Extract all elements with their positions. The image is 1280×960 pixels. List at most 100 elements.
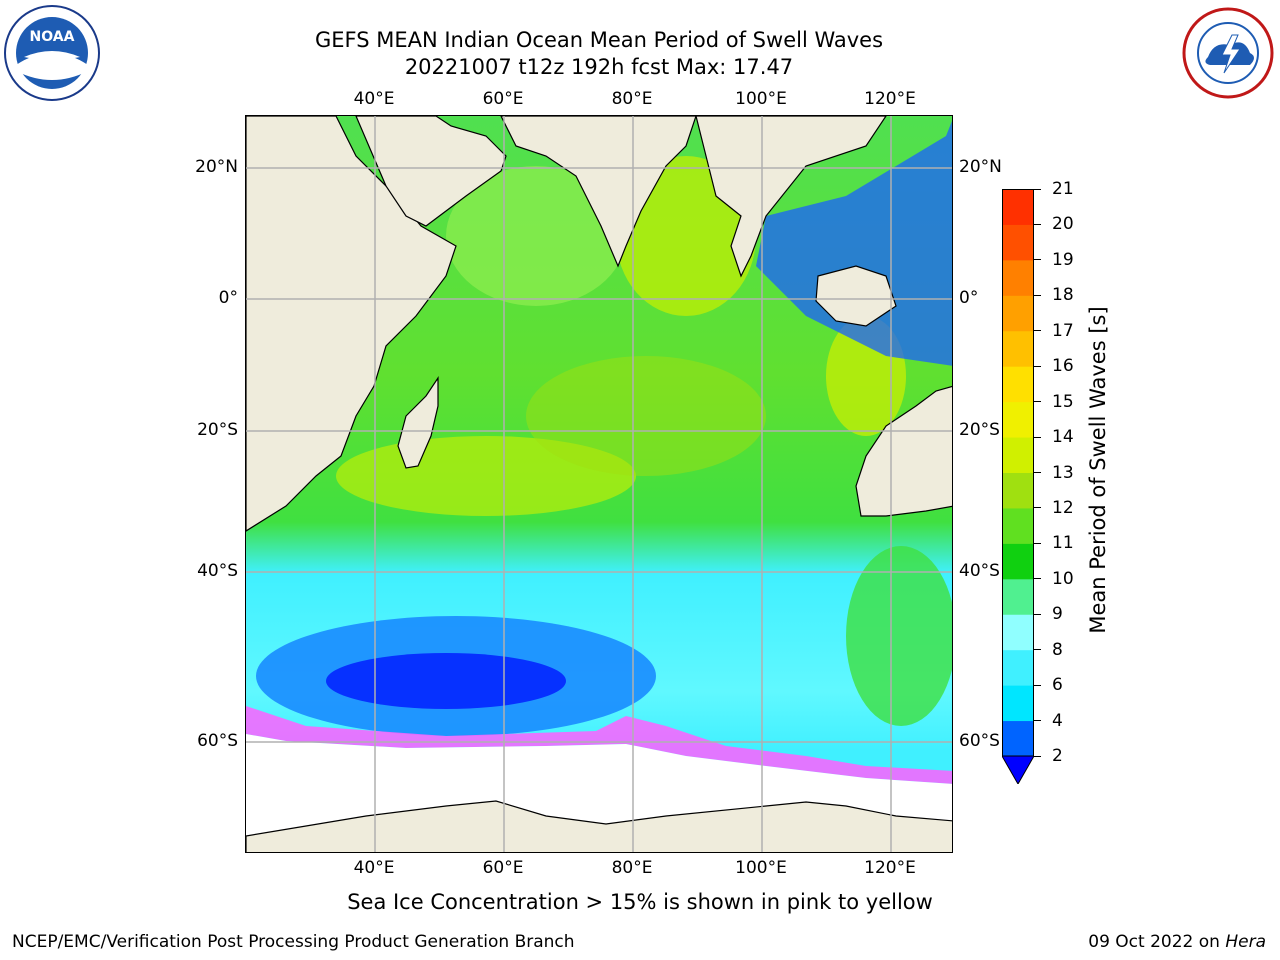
colorbar-tick-label: 19 [1052, 249, 1074, 270]
colorbar-tick-mark [1034, 401, 1041, 403]
colorbar-tick-mark [1034, 684, 1041, 686]
colorbar-segment [1002, 649, 1034, 686]
colorbar-tick-mark [1034, 578, 1041, 580]
colorbar-tick-mark [1034, 542, 1041, 544]
colorbar-tick-mark [1034, 613, 1041, 615]
chart-title: GEFS MEAN Indian Ocean Mean Period of Sw… [314, 28, 884, 52]
colorbar-tick-label: 9 [1052, 604, 1063, 625]
colorbar-tick-label: 4 [1052, 710, 1063, 731]
swell-zone-south-china-sea [756, 121, 952, 366]
colorbar-tick-mark [1034, 294, 1041, 296]
colorbar-tick-label: 10 [1052, 568, 1074, 589]
colorbar-segment [1002, 472, 1034, 509]
colorbar-segment [1002, 224, 1034, 261]
lon-tick-top-120e: 120°E [864, 89, 916, 109]
colorbar-title: Mean Period of Swell Waves [s] [1086, 306, 1110, 634]
colorbar-tick-label: 17 [1052, 320, 1074, 341]
land-arabia [355, 116, 507, 227]
colorbar-tick-mark [1034, 720, 1041, 722]
land-africa [246, 116, 457, 532]
lat-tick-left-60s: 60°S [197, 731, 238, 751]
colorbar-segment [1002, 720, 1034, 757]
sea-ice-edge [246, 706, 952, 784]
colorbar-tick-mark [1034, 259, 1041, 261]
colorbar-segment [1002, 543, 1034, 580]
lat-tick-left-0: 0° [218, 288, 238, 308]
colorbar-segment [1002, 189, 1034, 225]
colorbar-under-triangle [1001, 755, 1035, 786]
colorbar-tick-mark [1034, 188, 1041, 190]
colorbar-tick-mark [1034, 472, 1041, 473]
lat-tick-left-40s: 40°S [197, 561, 238, 581]
lat-tick-right-20n: 20°N [959, 157, 1002, 177]
land-indochina [695, 116, 887, 278]
colorbar-segment [1002, 685, 1034, 722]
lon-tick-top-80e: 80°E [611, 89, 653, 109]
colorbar-segment [1002, 578, 1034, 615]
colorbar-tick-label: 15 [1052, 391, 1074, 412]
colorbar [1001, 189, 1035, 786]
run-host: Hera [1225, 932, 1266, 952]
land-madagascar [397, 376, 439, 469]
colorbar-tick-label: 18 [1052, 285, 1074, 306]
colorbar-outline [1002, 189, 1034, 757]
colorbar-tick-label: 20 [1052, 214, 1074, 235]
swell-zone-arabian-sea [446, 166, 626, 306]
lon-tick-bottom-80e: 80°E [611, 858, 653, 878]
lat-tick-left-20s: 20°S [197, 420, 238, 440]
swell-zone-southern-ocean-core [326, 653, 566, 709]
colorbar-segment [1002, 437, 1034, 473]
colorbar-tick-label: 21 [1052, 179, 1074, 199]
colorbar-tick-mark [1034, 365, 1041, 367]
lat-tick-right-40s: 40°S [959, 561, 1000, 581]
run-date: 09 Oct 2022 on [1088, 932, 1220, 952]
colorbar-tick-label: 16 [1052, 356, 1074, 377]
colorbar-segment [1002, 259, 1034, 296]
lat-tick-right-0: 0° [959, 288, 979, 308]
sea-ice-note: Sea Ice Concentration > 15% is shown in … [347, 890, 933, 914]
lon-tick-bottom-60e: 60°E [482, 858, 524, 878]
swell-zone-central-indian-ocean [526, 356, 766, 476]
colorbar-tick-mark [1034, 330, 1041, 332]
swell-zone-southeast [846, 546, 952, 726]
lat-tick-right-20s: 20°S [959, 420, 1000, 440]
lat-tick-right-60s: 60°S [959, 731, 1000, 751]
colorbar-segment [1002, 295, 1034, 332]
colorbar-tick-mark [1034, 755, 1041, 757]
colorbar-segment [1002, 401, 1034, 438]
map-panel [245, 115, 953, 853]
colorbar-tick-mark [1034, 649, 1041, 651]
run-info: 09 Oct 2022 on Hera [1088, 932, 1266, 952]
colorbar-tick-mark [1034, 507, 1041, 509]
colorbar-tick-label: 8 [1052, 639, 1063, 660]
colorbar-segment [1002, 614, 1034, 651]
chart-subtitle: 20221007 t12z 192h fcst Max: 17.47 [404, 55, 794, 79]
colorbar-segment [1002, 366, 1034, 403]
graticule [246, 116, 952, 852]
colorbar-tick-label: 6 [1052, 675, 1063, 696]
land-antarctica [246, 800, 952, 852]
lon-tick-top-40e: 40°E [353, 89, 395, 109]
colorbar-segment [1002, 330, 1034, 367]
lon-tick-top-60e: 60°E [482, 89, 524, 109]
nws-logo [1178, 5, 1278, 105]
colorbar-tick-label: 13 [1052, 462, 1074, 483]
noaa-logo: NOAA [2, 5, 102, 105]
lat-tick-left-20n: 20°N [195, 157, 238, 177]
lon-tick-bottom-40e: 40°E [353, 858, 395, 878]
producer-credit: NCEP/EMC/Verification Post Processing Pr… [12, 932, 575, 952]
colorbar-tick-label: 14 [1052, 427, 1074, 448]
land-india [500, 116, 697, 268]
svg-text:NOAA: NOAA [30, 29, 75, 45]
lon-tick-top-100e: 100°E [735, 89, 787, 109]
colorbar-tick-mark [1034, 436, 1041, 438]
land-borneo [815, 265, 897, 327]
land-australia [855, 385, 952, 517]
colorbar-segment [1002, 507, 1034, 544]
colorbar-tick-label: 2 [1052, 746, 1063, 766]
colorbar-tick-label: 11 [1052, 533, 1074, 554]
lon-tick-bottom-120e: 120°E [864, 858, 916, 878]
lon-tick-bottom-100e: 100°E [735, 858, 787, 878]
colorbar-tick-label: 12 [1052, 497, 1074, 518]
colorbar-tick-mark [1034, 223, 1041, 225]
